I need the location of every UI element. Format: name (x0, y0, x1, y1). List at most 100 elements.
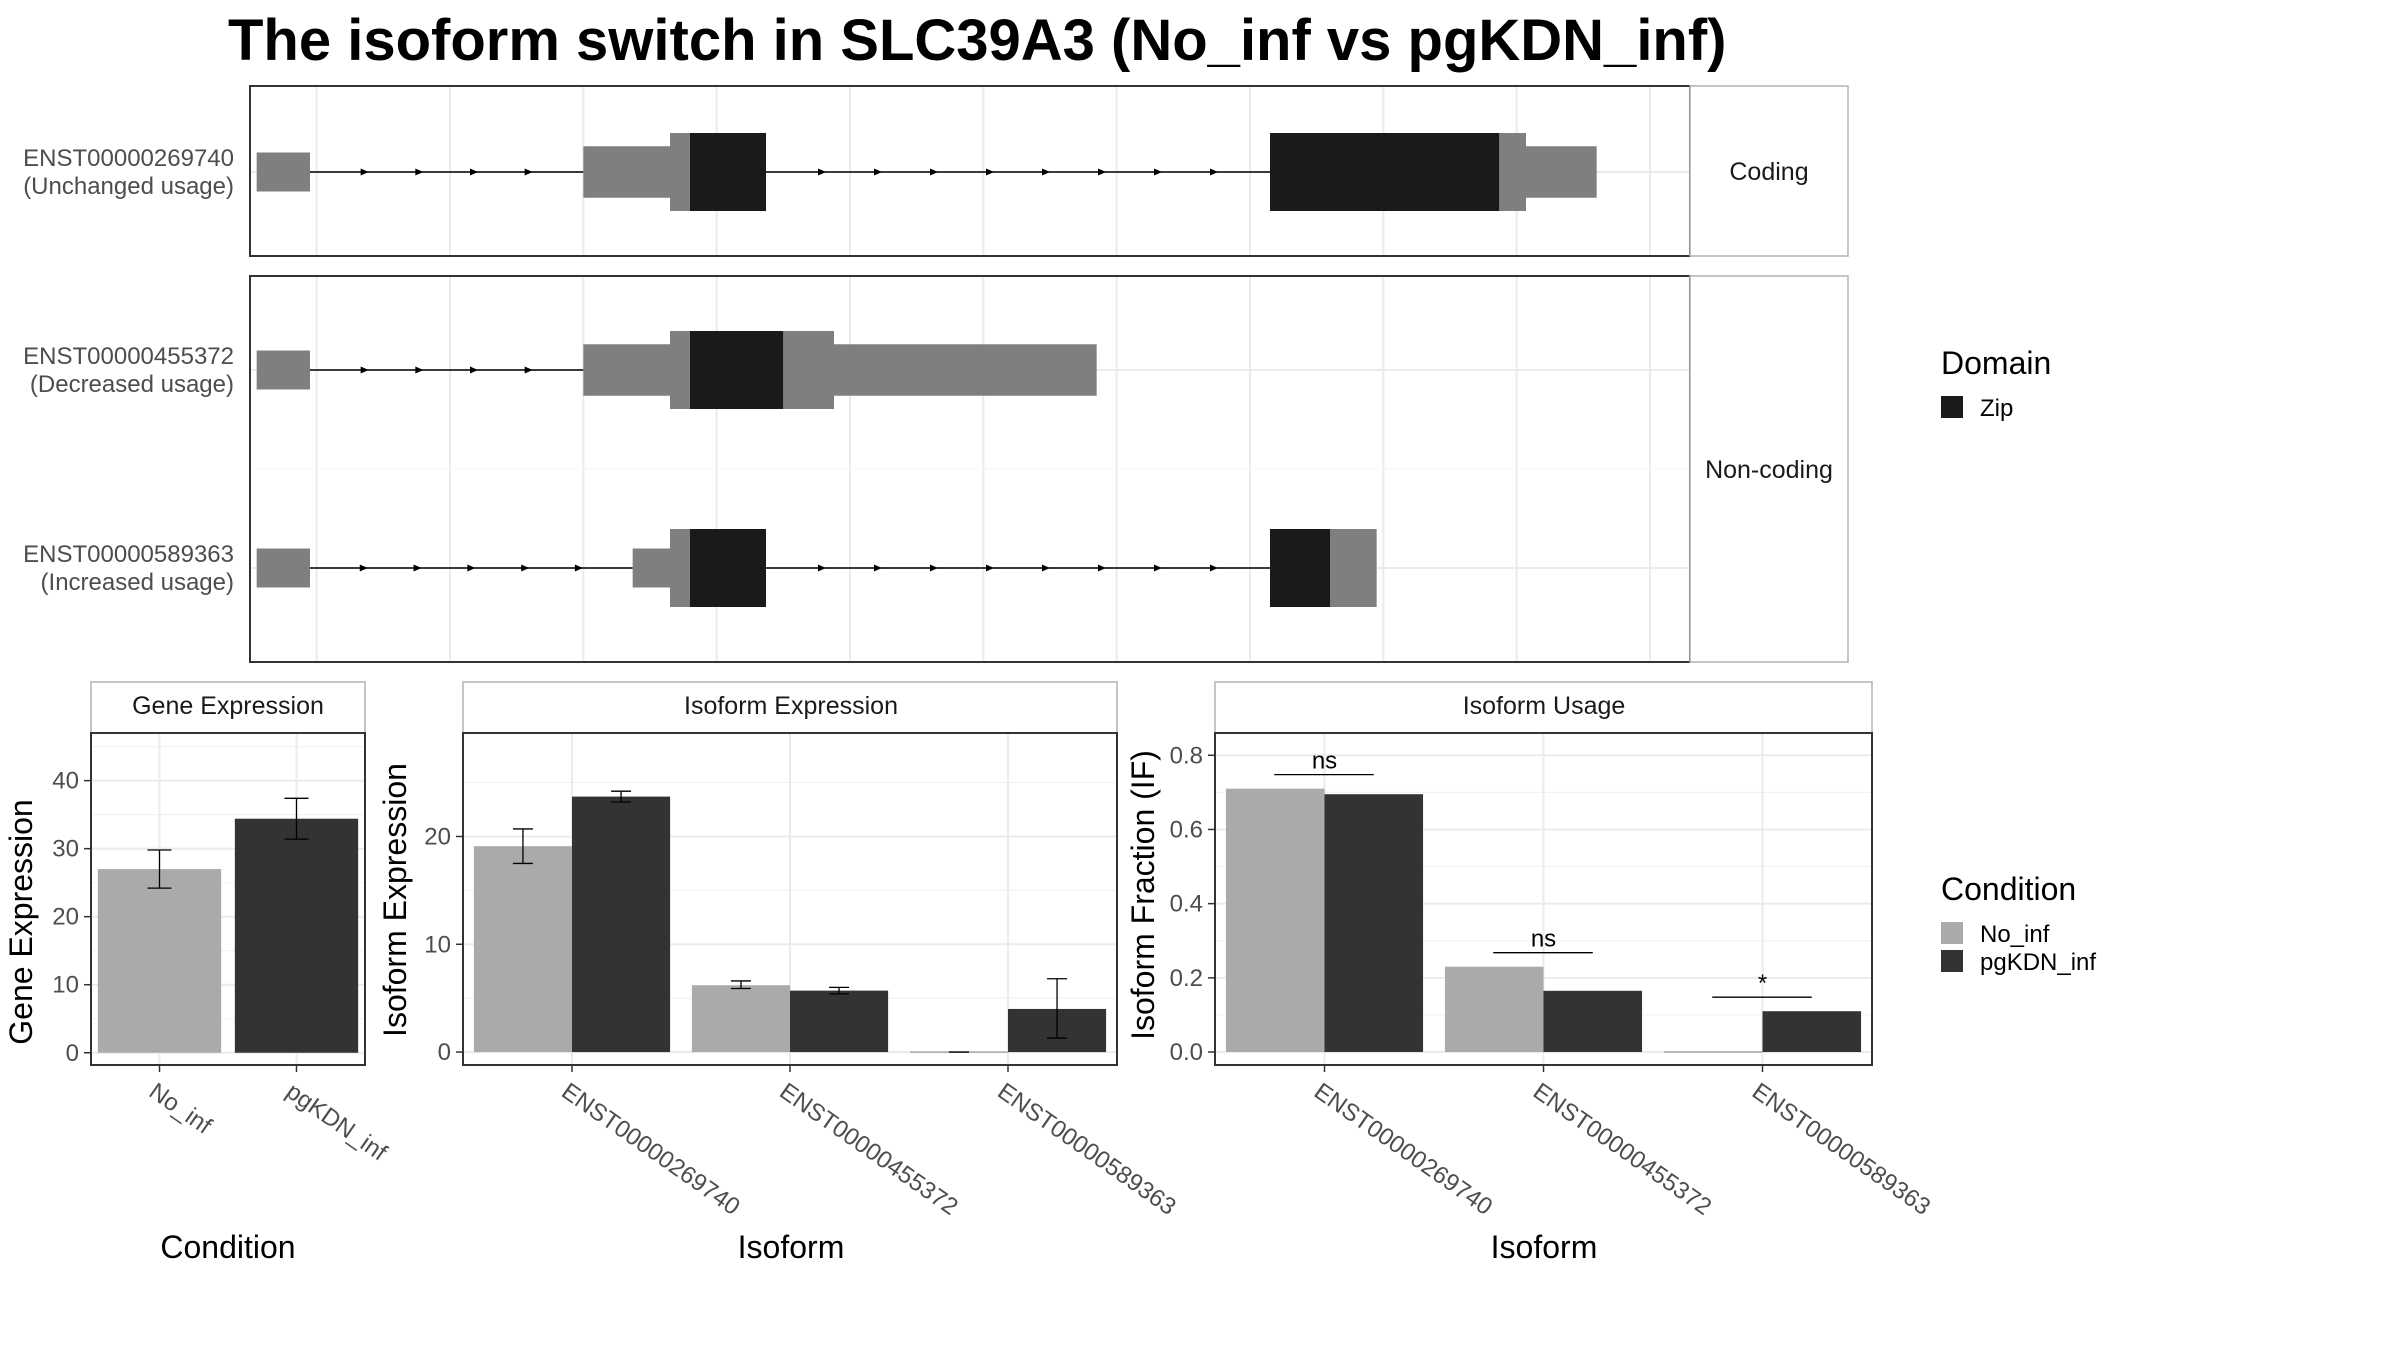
significance-label: ns (1531, 926, 1556, 953)
bars (97, 797, 359, 1053)
panel-strip (462, 681, 1118, 734)
exon-utr (256, 350, 310, 390)
transcript-id-label: ENST00000589363 (23, 541, 234, 568)
intron-direction-arrow (874, 168, 882, 176)
gene-expression-y-axis-title: Gene Expression (3, 799, 39, 1044)
bar-no-inf (691, 985, 790, 1053)
gene-expression-x-axis-title: Condition (160, 1229, 295, 1265)
transcript-ENST00000455372 (256, 331, 1097, 409)
intron-direction-arrow (1210, 564, 1218, 572)
bar-no-inf (1225, 788, 1325, 1053)
domain-legend: Domain Zip (1941, 345, 2051, 422)
transcript-id-label: ENST00000455372 (23, 343, 234, 370)
y-tick-label: 30 (52, 836, 79, 863)
transcript-ENST00000269740 (256, 133, 1597, 211)
isoform-expression-panel: 0 10 20 ENST00000269740 ENST00000455372 ENST0… (377, 681, 1181, 1265)
panel-border (90, 732, 366, 1066)
transcript-label: ENST00000269740 (Unchanged usage) (23, 145, 234, 200)
intron-direction-arrow (470, 168, 478, 176)
transcript-id-label: ENST00000269740 (23, 145, 234, 172)
x-tick-label: ENST00000589363 (1747, 1078, 1935, 1221)
intron-direction-arrow (524, 168, 533, 176)
exon-zip-domain (690, 331, 784, 409)
panel-border (462, 732, 1118, 1066)
condition-legend-label-pgkdn-inf: pgKDN_inf (1980, 949, 2096, 976)
intron-direction-arrow (818, 168, 826, 176)
intron-direction-arrow (1042, 564, 1050, 572)
condition-legend-key-pgkdn-inf (1941, 950, 1963, 972)
intron-direction-arrow (524, 366, 533, 374)
facet-strip (1689, 275, 1849, 663)
intron-direction-arrow (574, 564, 583, 572)
condition-legend-label-no-inf: No_inf (1980, 921, 2050, 948)
exon-utr (583, 344, 670, 396)
exon-utr (1526, 146, 1597, 198)
bars: ns ns * (1225, 748, 1862, 1053)
intron-direction-arrow (818, 564, 826, 572)
isoform-usage-panel: 0.0 0.2 0.4 0.6 0.8 ENST00000269740 ENST000004… (1125, 681, 1935, 1265)
exon-utr (834, 344, 1097, 396)
intron-direction-arrow (415, 366, 424, 374)
panel-strip (1214, 681, 1873, 734)
intron-direction-arrow (359, 564, 368, 572)
intron-direction-arrow (360, 168, 369, 176)
transcript-structure-plot: ENST00000269740 (Unchanged usage)CodingEN… (23, 85, 1849, 663)
exon-utr (632, 548, 670, 588)
intron-direction-arrow (986, 168, 994, 176)
x-tick-label: ENST00000589363 (993, 1078, 1181, 1221)
facet-non-coding: ENST00000455372 (Decreased usage)ENST0000… (23, 275, 1849, 663)
isoform-expression-strip-label: Isoform Expression (684, 692, 898, 720)
intron-direction-arrow (1154, 564, 1162, 572)
domain-legend-title: Domain (1941, 345, 2051, 381)
significance-label: ns (1312, 748, 1337, 775)
intron-direction-arrow (470, 366, 478, 374)
x-tick-label: ENST00000455372 (775, 1078, 963, 1221)
transcript-label: ENST00000455372 (Decreased usage) (23, 343, 234, 398)
exon-zip-domain (1270, 133, 1500, 211)
y-tick-label: 20 (424, 823, 451, 850)
exon-zip-domain (690, 133, 766, 211)
x-tick-label: ENST00000455372 (1528, 1078, 1716, 1221)
x-tick-label: pgKDN_inf (281, 1078, 392, 1167)
bar-pgkdn-inf (790, 990, 889, 1053)
bar-pgkdn-inf (1762, 1011, 1862, 1053)
facet-coding: ENST00000269740 (Unchanged usage) Coding (23, 85, 1849, 257)
isoform-usage-strip-label: Isoform Usage (1463, 692, 1626, 720)
y-tick-label: 40 (52, 768, 79, 795)
gene-expression-panel: 0 10 20 30 40 No_inf pgKDN_inf Gene Expression… (3, 681, 392, 1265)
bars (473, 790, 1107, 1053)
transcript-usage-label: (Increased usage) (41, 569, 234, 596)
isoform-expression-y-axis-title: Isoform Expression (377, 763, 413, 1037)
intron-direction-arrow (415, 168, 424, 176)
domain-legend-label-zip: Zip (1980, 395, 2013, 422)
isoform-usage-x-axis-title: Isoform (1491, 1229, 1598, 1265)
facet-strip-label: Non-coding (1705, 456, 1833, 484)
exon-utr (670, 331, 690, 409)
transcript-ENST00000589363 (256, 529, 1377, 607)
x-tick-label: No_inf (144, 1078, 217, 1140)
intron-direction-arrow (1210, 168, 1218, 176)
condition-legend-key-no-inf (1941, 922, 1963, 944)
transcript-usage-label: (Unchanged usage) (23, 173, 234, 200)
condition-legend: Condition No_inf pgKDN_inf (1941, 871, 2096, 976)
intron-direction-arrow (521, 564, 530, 572)
figure-title: The isoform switch in SLC39A3 (No_inf vs… (228, 8, 1726, 73)
intron-direction-arrow (874, 564, 882, 572)
panel-border (1214, 732, 1873, 1066)
bar-pgkdn-inf (234, 818, 359, 1053)
gene-expression-strip-label: Gene Expression (132, 692, 324, 720)
transcript-usage-label: (Decreased usage) (30, 371, 234, 398)
bar-no-inf (1444, 966, 1544, 1053)
intron-direction-arrow (930, 564, 938, 572)
exon-utr (1499, 133, 1526, 211)
panel-strip (90, 681, 366, 734)
y-tick-label: 20 (52, 904, 79, 931)
bar-pgkdn-inf (1543, 990, 1643, 1053)
bar-no-inf (97, 869, 222, 1053)
significance-label: * (1758, 970, 1767, 997)
exon-utr (670, 529, 690, 607)
exon-utr (1330, 529, 1377, 607)
y-tick-label: 0 (438, 1039, 451, 1066)
intron-direction-arrow (1098, 168, 1106, 176)
